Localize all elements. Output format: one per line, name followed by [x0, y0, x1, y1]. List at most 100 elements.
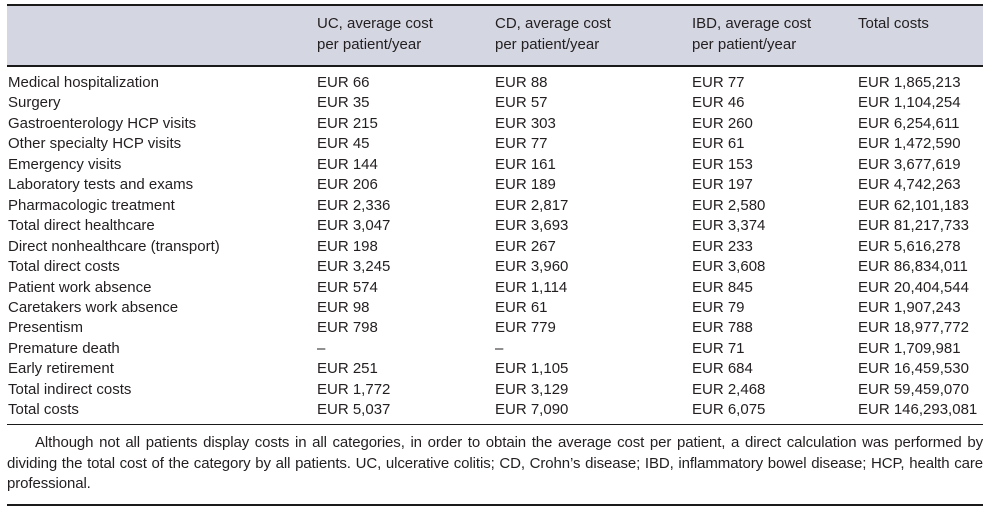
row-label: Total indirect costs — [8, 380, 132, 398]
row-label: Direct nonhealthcare (transport) — [8, 237, 220, 255]
table-row: Surgery EUR 35 EUR 57 EUR 46 EUR 1,104,254 — [7, 93, 983, 113]
cell-ibd: EUR 260 — [692, 114, 753, 132]
row-label: Pharmacologic treatment — [8, 196, 175, 214]
table-row: Presentism EUR 798 EUR 779 EUR 788 EUR 18,97… — [7, 318, 983, 338]
table-bottom-rule — [7, 504, 983, 506]
cell-total: EUR 1,709,981 — [858, 339, 961, 357]
cell-total: EUR 1,104,254 — [858, 94, 961, 112]
table-row: Patient work absence EUR 574 EUR 1,114 EUR … — [7, 278, 983, 298]
cell-uc: EUR 215 — [317, 114, 378, 132]
row-label: Patient work absence — [8, 278, 152, 296]
cell-uc: EUR 206 — [317, 176, 378, 194]
cell-uc: EUR 144 — [317, 155, 378, 173]
cell-total: EUR 16,459,530 — [858, 360, 969, 378]
row-label: Premature death — [8, 339, 120, 357]
body-divider-rule — [7, 423, 983, 426]
cell-total: EUR 4,742,263 — [858, 176, 961, 194]
table-row: Total direct healthcare EUR 3,047 EUR 3,69… — [7, 216, 983, 236]
table-row: Premature death – – EUR 71 EUR 1,709,981 — [7, 339, 983, 359]
cell-total: EUR 1,865,213 — [858, 74, 961, 91]
cell-total: EUR 1,472,590 — [858, 135, 961, 153]
cell-ibd: EUR 46 — [692, 94, 745, 112]
table-top-rule — [7, 4, 983, 6]
table-row: Total indirect costs EUR 1,772 EUR 3,129 EU… — [7, 380, 983, 400]
column-header-total: Total costs — [858, 15, 929, 32]
cell-uc: EUR 798 — [317, 319, 378, 337]
cell-ibd: EUR 77 — [692, 74, 745, 91]
cell-ibd: EUR 3,374 — [692, 217, 766, 235]
cell-cd: EUR 2,817 — [495, 196, 569, 214]
cell-cd: EUR 189 — [495, 176, 556, 194]
cell-uc: EUR 45 — [317, 135, 370, 153]
cell-ibd: EUR 79 — [692, 298, 745, 316]
cell-cd: EUR 161 — [495, 155, 556, 173]
column-header-cd: CD, average cost per patient/year — [495, 15, 611, 53]
table-row: Medical hospitalization EUR 66 EUR 88 EUR 7… — [7, 73, 983, 93]
cell-uc: EUR 251 — [317, 360, 378, 378]
cell-ibd: EUR 684 — [692, 360, 753, 378]
column-header-ibd: IBD, average cost per patient/year — [692, 15, 812, 53]
cost-table-page: UC, average cost per patient/year CD, av… — [7, 4, 983, 506]
cell-uc: EUR 198 — [317, 237, 378, 255]
row-label: Total direct costs — [8, 258, 120, 276]
table-row: Laboratory tests and exams EUR 206 EUR 189… — [7, 175, 983, 195]
cell-cd: EUR 3,693 — [495, 217, 569, 235]
row-label: Total costs — [8, 401, 79, 419]
cell-uc: EUR 66 — [317, 74, 370, 91]
cell-uc: EUR 5,037 — [317, 401, 391, 419]
cell-uc: EUR 3,245 — [317, 258, 391, 276]
column-header-category — [7, 14, 316, 55]
row-label: Total direct healthcare — [8, 217, 155, 235]
table-row: Gastroenterology HCP visits EUR 215 EUR 30… — [7, 114, 983, 134]
row-label: Presentism — [8, 319, 84, 337]
cell-total: EUR 59,459,070 — [858, 380, 969, 398]
cell-total: EUR 81,217,733 — [858, 217, 969, 235]
cell-ibd: EUR 153 — [692, 155, 753, 173]
cell-total: EUR 6,254,611 — [858, 114, 960, 132]
cell-cd: EUR 1,114 — [495, 278, 568, 296]
table-row: Total costs EUR 5,037 EUR 7,090 EUR 6,075 EU… — [7, 400, 983, 420]
cell-ibd: EUR 61 — [692, 135, 745, 153]
cell-total: EUR 62,101,183 — [858, 196, 969, 214]
table-row: Other specialty HCP visits EUR 45 EUR 77 EU… — [7, 134, 983, 154]
row-label: Surgery — [8, 94, 61, 112]
cell-total: EUR 3,677,619 — [858, 155, 961, 173]
table-row: Pharmacologic treatment EUR 2,336 EUR 2,81… — [7, 196, 983, 216]
cell-uc: EUR 2,336 — [317, 196, 391, 214]
cell-ibd: EUR 233 — [692, 237, 753, 255]
cell-total: EUR 20,404,544 — [858, 278, 969, 296]
cell-uc: EUR 35 — [317, 94, 370, 112]
cell-cd: EUR 1,105 — [495, 360, 569, 378]
cell-uc: – — [317, 339, 326, 357]
cell-cd: EUR 7,090 — [495, 401, 569, 419]
cell-total: EUR 18,977,772 — [858, 319, 969, 337]
cell-uc: EUR 1,772 — [317, 380, 391, 398]
row-label: Caretakers work absence — [8, 298, 179, 316]
table-header-row: UC, average cost per patient/year CD, av… — [7, 6, 983, 65]
table-row: Total direct costs EUR 3,245 EUR 3,960 EUR … — [7, 257, 983, 277]
row-label: Early retirement — [8, 360, 114, 378]
row-label: Laboratory tests and exams — [8, 176, 194, 194]
cell-uc: EUR 574 — [317, 278, 378, 296]
row-label: Gastroenterology HCP visits — [8, 114, 197, 132]
table-body: Medical hospitalization EUR 66 EUR 88 EUR 7… — [7, 67, 983, 424]
cell-ibd: EUR 3,608 — [692, 258, 766, 276]
cell-cd: EUR 88 — [495, 74, 548, 91]
cell-cd: EUR 779 — [495, 319, 556, 337]
row-label: Medical hospitalization — [8, 74, 159, 91]
column-header-uc: UC, average cost per patient/year — [317, 15, 433, 53]
header-divider-rule — [7, 65, 983, 67]
cell-cd: EUR 57 — [495, 94, 548, 112]
cell-cd: EUR 3,960 — [495, 258, 569, 276]
cell-cd: EUR 303 — [495, 114, 556, 132]
table-row: Early retirement EUR 251 EUR 1,105 EUR 684 E… — [7, 359, 983, 379]
table-row: Caretakers work absence EUR 98 EUR 61 EUR 7… — [7, 298, 983, 318]
cell-cd: EUR 3,129 — [495, 380, 569, 398]
cell-ibd: EUR 2,580 — [692, 196, 766, 214]
cell-total: EUR 5,616,278 — [858, 237, 961, 255]
table-footnote: Although not all patients display costs … — [7, 434, 983, 492]
cell-ibd: EUR 845 — [692, 278, 753, 296]
cell-cd: EUR 77 — [495, 135, 548, 153]
cell-cd: EUR 61 — [495, 298, 548, 316]
row-label: Emergency visits — [8, 155, 122, 173]
